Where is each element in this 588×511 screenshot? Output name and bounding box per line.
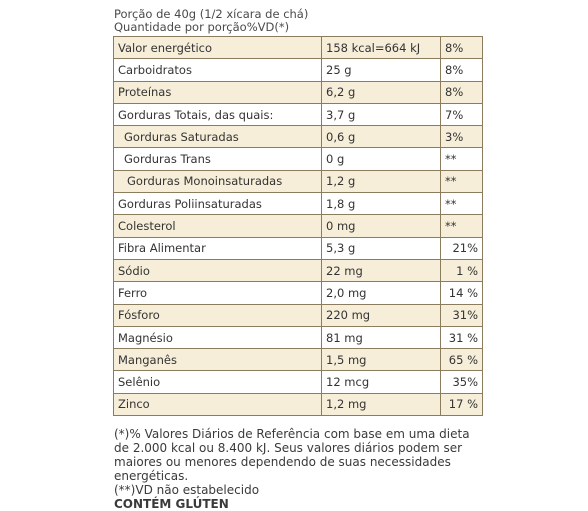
daily-value: 35% xyxy=(440,370,483,394)
serving-size: Porção de 40g (1/2 xícara de chá) xyxy=(114,7,309,21)
amount: 220 mg xyxy=(321,303,441,327)
table-row: Gorduras Monoinsaturadas 1,2 g ** xyxy=(113,169,483,194)
footer: (*)% Valores Diários de Referência com b… xyxy=(114,427,484,511)
nutrient-name: Magnésio xyxy=(113,325,322,350)
daily-value: 14 % xyxy=(440,281,483,305)
allergen-warning: CONTÉM GLÚTEN xyxy=(114,497,229,511)
amount: 1,2 mg xyxy=(321,392,441,417)
amount: 81 mg xyxy=(321,325,441,350)
table-row: Fibra Alimentar 5,3 g 21% xyxy=(113,236,483,260)
nutrient-name: Gorduras Saturadas xyxy=(113,125,322,149)
nutrient-name: Selênio xyxy=(113,370,322,394)
amount: 0,6 g xyxy=(321,125,441,149)
daily-value: ** xyxy=(440,147,483,171)
nutrient-name: Fósforo xyxy=(113,303,322,327)
table-row: Ferro 2,0 mg 14 % xyxy=(113,281,483,305)
table-row: Gorduras Saturadas 0,6 g 3% xyxy=(113,125,483,149)
daily-value: 8% xyxy=(440,80,483,104)
daily-value: 31 % xyxy=(440,325,483,350)
daily-value: 65 % xyxy=(440,348,483,372)
daily-value: 3% xyxy=(440,125,483,149)
table-row: Sódio 22 mg 1 % xyxy=(113,258,483,283)
table-row: Magnésio 81 mg 31 % xyxy=(113,325,483,350)
nutrient-name: Sódio xyxy=(113,258,322,283)
daily-value: 8% xyxy=(440,35,483,60)
amount: 2,0 mg xyxy=(321,281,441,305)
table-row: Selênio 12 mcg 35% xyxy=(113,370,483,394)
amount: 25 g xyxy=(321,58,441,82)
daily-value: 1 % xyxy=(440,258,483,283)
table-row: Manganês 1,5 mg 65 % xyxy=(113,348,483,372)
table-row: Proteínas 6,2 g 8% xyxy=(113,80,483,104)
table-row: Colesterol 0 mg ** xyxy=(113,214,483,238)
nutrient-name: Valor energético xyxy=(113,35,322,60)
nutrient-name: Fibra Alimentar xyxy=(113,236,322,260)
footnote: (**)VD não estabelecido xyxy=(114,483,260,497)
table-row: Zinco 1,2 mg 17 % xyxy=(113,392,483,417)
amount: 158 kcal=664 kJ xyxy=(321,35,441,60)
table-row: Carboidratos 25 g 8% xyxy=(113,58,483,82)
amount: 5,3 g xyxy=(321,236,441,260)
footnote: (*)% Valores Diários de Referência com b… xyxy=(114,427,470,483)
nutrient-name: Gorduras Monoinsaturadas xyxy=(113,169,322,194)
amount: 1,2 g xyxy=(321,169,441,194)
nutrient-name: Manganês xyxy=(113,348,322,372)
daily-value: ** xyxy=(440,192,483,216)
amount: 1,5 mg xyxy=(321,348,441,372)
nutrient-name: Gorduras Totais, das quais: xyxy=(113,102,322,127)
nutrient-name: Ferro xyxy=(113,281,322,305)
table-row: Gorduras Totais, das quais: 3,7 g 7% xyxy=(113,102,483,127)
amount: 0 mg xyxy=(321,214,441,238)
nutrient-name: Gorduras Trans xyxy=(113,147,322,171)
nutrient-name: Gorduras Poliinsaturadas xyxy=(113,192,322,216)
amount: 3,7 g xyxy=(321,102,441,127)
column-header: Quantidade por porção%VD(*) xyxy=(114,20,290,34)
table-row: Fósforo 220 mg 31% xyxy=(113,303,483,327)
table-row: Gorduras Poliinsaturadas 1,8 g ** xyxy=(113,192,483,216)
nutrient-name: Carboidratos xyxy=(113,58,322,82)
daily-value: ** xyxy=(440,169,483,194)
amount: 22 mg xyxy=(321,258,441,283)
daily-value: 21% xyxy=(440,236,483,260)
nutrient-name: Zinco xyxy=(113,392,322,417)
amount: 1,8 g xyxy=(321,192,441,216)
daily-value: 8% xyxy=(440,58,483,82)
nutrition-table: Valor energético 158 kcal=664 kJ 8% Carboid… xyxy=(113,35,483,417)
daily-value: 7% xyxy=(440,102,483,127)
daily-value: ** xyxy=(440,214,483,238)
daily-value: 17 % xyxy=(440,392,483,417)
table-row: Valor energético 158 kcal=664 kJ 8% xyxy=(113,35,483,60)
daily-value: 31% xyxy=(440,303,483,327)
nutrient-name: Proteínas xyxy=(113,80,322,104)
amount: 12 mcg xyxy=(321,370,441,394)
table-row: Gorduras Trans 0 g ** xyxy=(113,147,483,171)
amount: 0 g xyxy=(321,147,441,171)
amount: 6,2 g xyxy=(321,80,441,104)
nutrient-name: Colesterol xyxy=(113,214,322,238)
